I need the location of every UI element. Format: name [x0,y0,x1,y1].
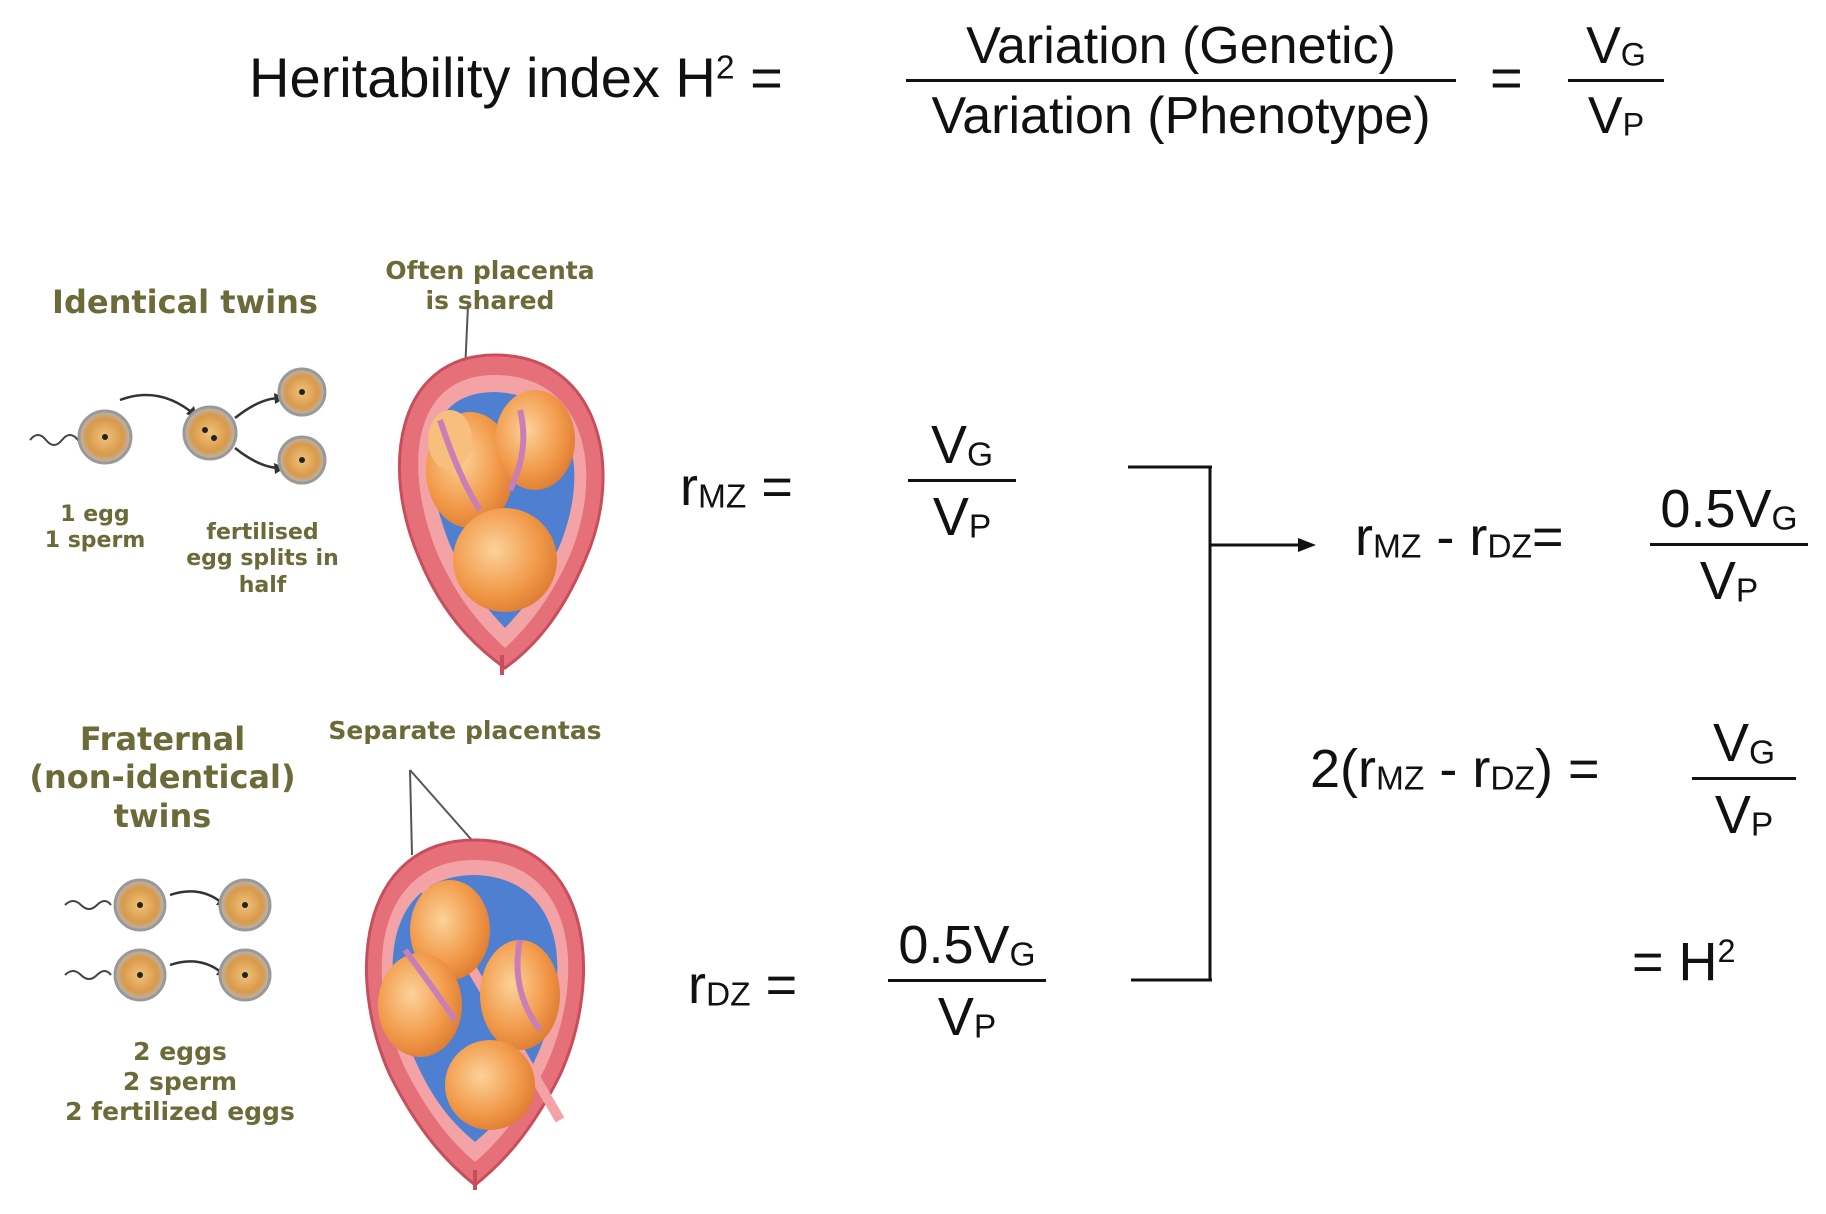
h-exponent: 2 [715,49,735,87]
variation-phenotype: Variation (Phenotype) [931,87,1431,145]
equals-sign-2: = [1490,46,1523,109]
heritability-label: Heritability index [249,46,660,109]
difference-equation-lhs: rMZ - rDZ= [1355,507,1564,567]
identical-eggs-diagram [29,367,327,485]
r-mz-fraction: VG VP [908,418,1016,544]
r-dz-fraction: 0.5VG VP [888,918,1046,1044]
bracket-connector [1128,465,1316,982]
vg: VG [1586,17,1646,75]
variation-fraction: Variation (Genetic) Variation (Phenotype… [906,20,1456,142]
identical-twins-title: Identical twins [52,283,318,321]
final-heritability: = H2 [1632,932,1736,992]
separate-placentas-note: Separate placentas [328,716,602,745]
fraternal-egg-caption: 2 eggs 2 sperm 2 fertilized eggs [65,1037,295,1126]
arrow-icon [234,396,281,419]
r-mz-equation-lhs: rMZ = [680,457,793,517]
fraternal-uterus [365,769,585,1190]
h-symbol: H [675,46,716,109]
doubled-difference-fraction: VG VP [1692,716,1796,842]
arrow-icon [119,393,196,416]
fraction-bar [1650,543,1808,547]
heritability-definition: Heritability index H2 = [249,50,783,106]
fraternal-twins-title: Fraternal (non-identical) twins [29,720,296,835]
arrow-icon [234,447,281,470]
vp: VP [1587,87,1645,145]
doubled-difference-lhs: 2(rMZ - rDZ) = [1310,739,1600,799]
variation-genetic: Variation (Genetic) [966,17,1396,75]
sperm-tail [64,970,112,980]
fraction-bar [906,79,1456,82]
difference-fraction: 0.5VG VP [1650,482,1808,608]
arrowhead-icon [1298,538,1316,552]
fertilised-egg-icon [182,405,238,461]
fraction-bar [908,479,1016,483]
fraction-bar [888,979,1046,983]
arrow-icon [169,960,223,974]
split-caption: fertilised egg splits in half [186,520,339,598]
identical-uterus [397,304,605,675]
fraction-bar [1692,777,1796,781]
identical-egg-caption: 1 egg 1 sperm [44,502,146,554]
sperm-tail [64,900,112,910]
equals-sign: = [750,46,783,109]
fraction-bar [1568,79,1664,82]
vg-over-vp-heading: VG VP [1568,20,1664,142]
r-dz-equation-lhs: rDZ = [688,955,798,1015]
fraternal-eggs-diagram [64,878,272,1002]
arrow-icon [169,890,223,904]
shared-placenta-note: Often placenta is shared [385,256,595,315]
